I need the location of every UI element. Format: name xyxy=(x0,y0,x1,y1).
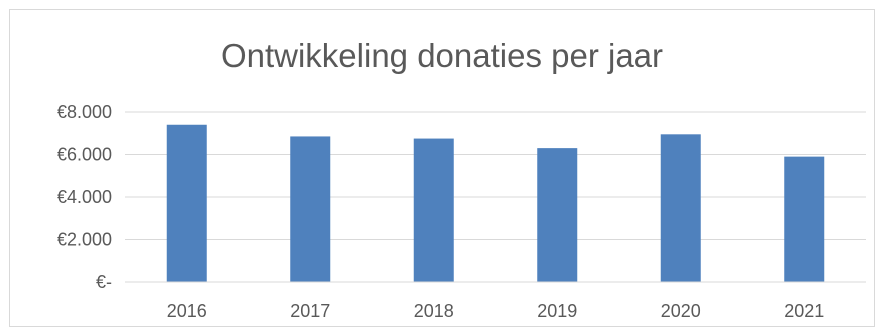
x-tick-label: 2017 xyxy=(290,301,330,321)
bar-2017 xyxy=(290,136,331,282)
x-tick-label: 2018 xyxy=(414,301,454,321)
y-tick-label: €4.000 xyxy=(57,187,112,207)
y-tick-label: €2.000 xyxy=(57,230,112,250)
x-tick-label: 2016 xyxy=(167,301,207,321)
bar-2019 xyxy=(537,148,578,282)
bar-2016 xyxy=(166,124,207,282)
x-tick-label: 2019 xyxy=(537,301,577,321)
y-tick-label: €- xyxy=(96,272,112,292)
x-tick-label: 2020 xyxy=(661,301,701,321)
y-tick-label: €8.000 xyxy=(57,102,112,122)
bar-2020 xyxy=(660,134,701,282)
y-tick-label: €6.000 xyxy=(57,145,112,165)
bar-2021 xyxy=(784,156,825,282)
x-tick-label: 2021 xyxy=(784,301,824,321)
chart-title: Ontwikkeling donaties per jaar xyxy=(220,37,664,74)
bar-2018 xyxy=(413,138,454,282)
